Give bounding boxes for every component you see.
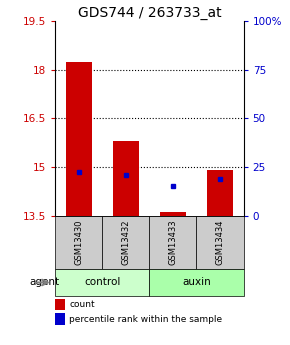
- Title: GDS744 / 263733_at: GDS744 / 263733_at: [77, 6, 221, 20]
- Text: agent: agent: [29, 277, 59, 287]
- Text: auxin: auxin: [182, 277, 211, 287]
- Bar: [160, 212, 186, 216]
- Text: GSM13434: GSM13434: [215, 220, 224, 265]
- Text: GSM13432: GSM13432: [121, 220, 130, 265]
- Text: count: count: [69, 300, 95, 309]
- Bar: [102, 216, 149, 269]
- Bar: [113, 141, 139, 216]
- Bar: [207, 170, 233, 216]
- Text: control: control: [84, 277, 120, 287]
- Text: GSM13433: GSM13433: [168, 220, 177, 265]
- Bar: [55, 313, 66, 325]
- Text: percentile rank within the sample: percentile rank within the sample: [69, 315, 222, 324]
- Bar: [55, 269, 149, 296]
- Bar: [55, 216, 102, 269]
- Bar: [149, 216, 197, 269]
- Text: GSM13430: GSM13430: [74, 220, 83, 265]
- Bar: [196, 216, 244, 269]
- Bar: [149, 269, 244, 296]
- Bar: [66, 62, 92, 216]
- Bar: [55, 299, 66, 310]
